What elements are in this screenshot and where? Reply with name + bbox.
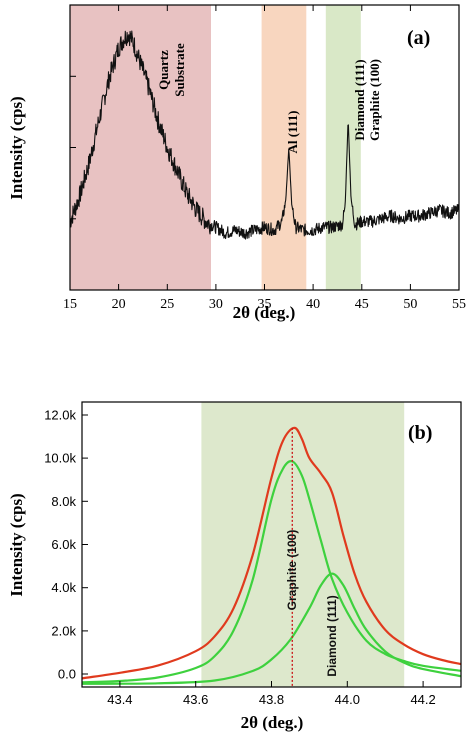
panel-a-label: (a) xyxy=(407,27,430,49)
panel-b-x-tick-label-1: 43.6 xyxy=(183,692,208,707)
panel-b-x-tick-label-3: 44.0 xyxy=(335,692,360,707)
panel-b-shade xyxy=(201,402,405,687)
panel-a-x-tick-label-20: 20 xyxy=(112,297,126,312)
panel-b-y-tick-label-0: 0.0 xyxy=(58,667,76,682)
panel-a-x-tick-label-40: 40 xyxy=(306,297,320,312)
annotation-quartz: Quartz xyxy=(156,50,171,90)
panel-b-series-1 xyxy=(81,460,462,684)
annotation-diamond111: Diamond (111) xyxy=(352,59,367,140)
panel-b-label: (b) xyxy=(408,422,432,444)
panel-b-series-0 xyxy=(81,426,462,680)
annotation-al111: Al (111) xyxy=(285,111,300,154)
panel-a: 15 20 25 30 35 40 45 50 55 (a) 2θ (deg.) Intensi… xyxy=(7,4,466,322)
panel-b-y-tick-label-6: 12.0k xyxy=(44,408,76,423)
panel-a-xlabel: 2θ (deg.) xyxy=(233,303,296,322)
panel-a-x-tick-label-55: 55 xyxy=(452,297,466,312)
panel-b-y-tick-label-3: 6.0k xyxy=(51,537,76,552)
panel-a-x-tick-label-35: 35 xyxy=(258,297,272,312)
panel-a-y-ticks xyxy=(70,75,76,220)
panel-b-y-tick-label-5: 10.0k xyxy=(44,451,76,466)
annotation-graphite100: Graphite (100) xyxy=(367,59,382,141)
annotation-graphite100-b: Graphite (100) xyxy=(285,530,299,611)
panel-b-y-tick-label-1: 2.0k xyxy=(51,623,76,638)
panel-b: 43.4 43.6 43.8 44.0 44.2 0.0 2.0k 4.0k 6.0k 8.0k… xyxy=(7,401,462,732)
annotation-diamond111-b: Diamond (111) xyxy=(325,595,339,676)
panel-b-series-2 xyxy=(81,572,462,685)
panel-a-x-tick-label-45: 45 xyxy=(355,297,369,312)
panel-a-region-2 xyxy=(325,5,361,290)
panel-b-ylabel: Intensity (cps) xyxy=(7,493,26,596)
annotation-substrate: Substrate xyxy=(172,43,187,97)
panel-b-y-tick-label-4: 8.0k xyxy=(51,494,76,509)
panel-b-x-tick-label-4: 44.2 xyxy=(410,692,435,707)
panel-a-x-tick-label-25: 25 xyxy=(160,297,174,312)
panel-b-shaded-region xyxy=(201,402,405,687)
panel-a-x-tick-label-30: 30 xyxy=(209,297,223,312)
panel-b-x-tick-label-0: 43.4 xyxy=(107,692,132,707)
panel-a-x-tick-label-15: 15 xyxy=(63,297,77,312)
panel-b-series xyxy=(81,426,462,685)
panel-a-series xyxy=(69,30,460,240)
panel-b-y-tick-label-2: 4.0k xyxy=(51,580,76,595)
panel-a-x-ticks: 15 20 25 30 35 40 45 50 55 xyxy=(63,5,466,312)
panel-b-x-ticks: 43.4 43.6 43.8 44.0 44.2 xyxy=(107,681,436,707)
panel-a-ylabel: Intensity (cps) xyxy=(7,96,26,199)
panel-b-xlabel: 2θ (deg.) xyxy=(241,713,304,732)
panel-a-regions xyxy=(70,5,361,290)
panel-a-x-tick-label-50: 50 xyxy=(403,297,417,312)
panel-a-region-1 xyxy=(261,5,307,290)
panel-a-series-0 xyxy=(69,30,460,240)
panel-b-y-ticks: 0.0 2.0k 4.0k 6.0k 8.0k 10.0k 12.0k xyxy=(44,408,88,682)
panel-b-x-tick-label-2: 43.8 xyxy=(259,692,284,707)
